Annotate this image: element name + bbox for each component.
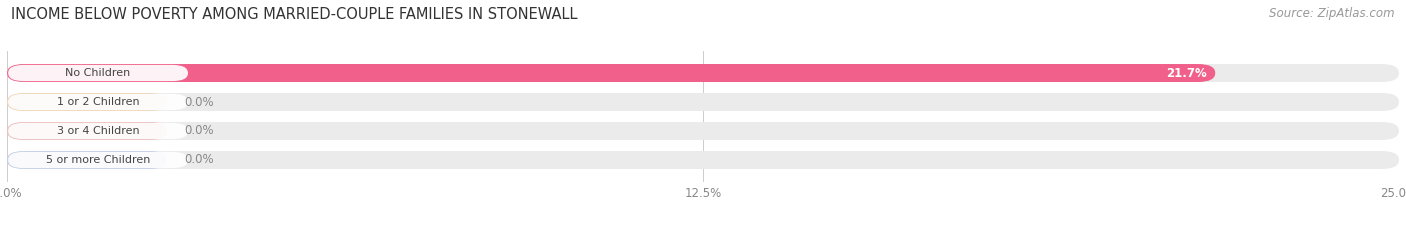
FancyBboxPatch shape: [7, 151, 167, 169]
FancyBboxPatch shape: [8, 94, 188, 110]
FancyBboxPatch shape: [7, 122, 1399, 140]
FancyBboxPatch shape: [7, 151, 1399, 169]
FancyBboxPatch shape: [7, 93, 167, 111]
Text: No Children: No Children: [66, 68, 131, 78]
Text: 0.0%: 0.0%: [184, 124, 214, 137]
Text: 0.0%: 0.0%: [184, 154, 214, 167]
FancyBboxPatch shape: [8, 152, 188, 168]
Text: 1 or 2 Children: 1 or 2 Children: [56, 97, 139, 107]
Text: 3 or 4 Children: 3 or 4 Children: [56, 126, 139, 136]
Text: 21.7%: 21.7%: [1166, 66, 1206, 79]
Text: Source: ZipAtlas.com: Source: ZipAtlas.com: [1270, 7, 1395, 20]
FancyBboxPatch shape: [7, 64, 1215, 82]
FancyBboxPatch shape: [7, 122, 167, 140]
FancyBboxPatch shape: [8, 123, 188, 139]
Text: 5 or more Children: 5 or more Children: [46, 155, 150, 165]
FancyBboxPatch shape: [7, 64, 1399, 82]
FancyBboxPatch shape: [8, 65, 188, 81]
FancyBboxPatch shape: [7, 93, 1399, 111]
Text: INCOME BELOW POVERTY AMONG MARRIED-COUPLE FAMILIES IN STONEWALL: INCOME BELOW POVERTY AMONG MARRIED-COUPL…: [11, 7, 578, 22]
Text: 0.0%: 0.0%: [184, 96, 214, 109]
